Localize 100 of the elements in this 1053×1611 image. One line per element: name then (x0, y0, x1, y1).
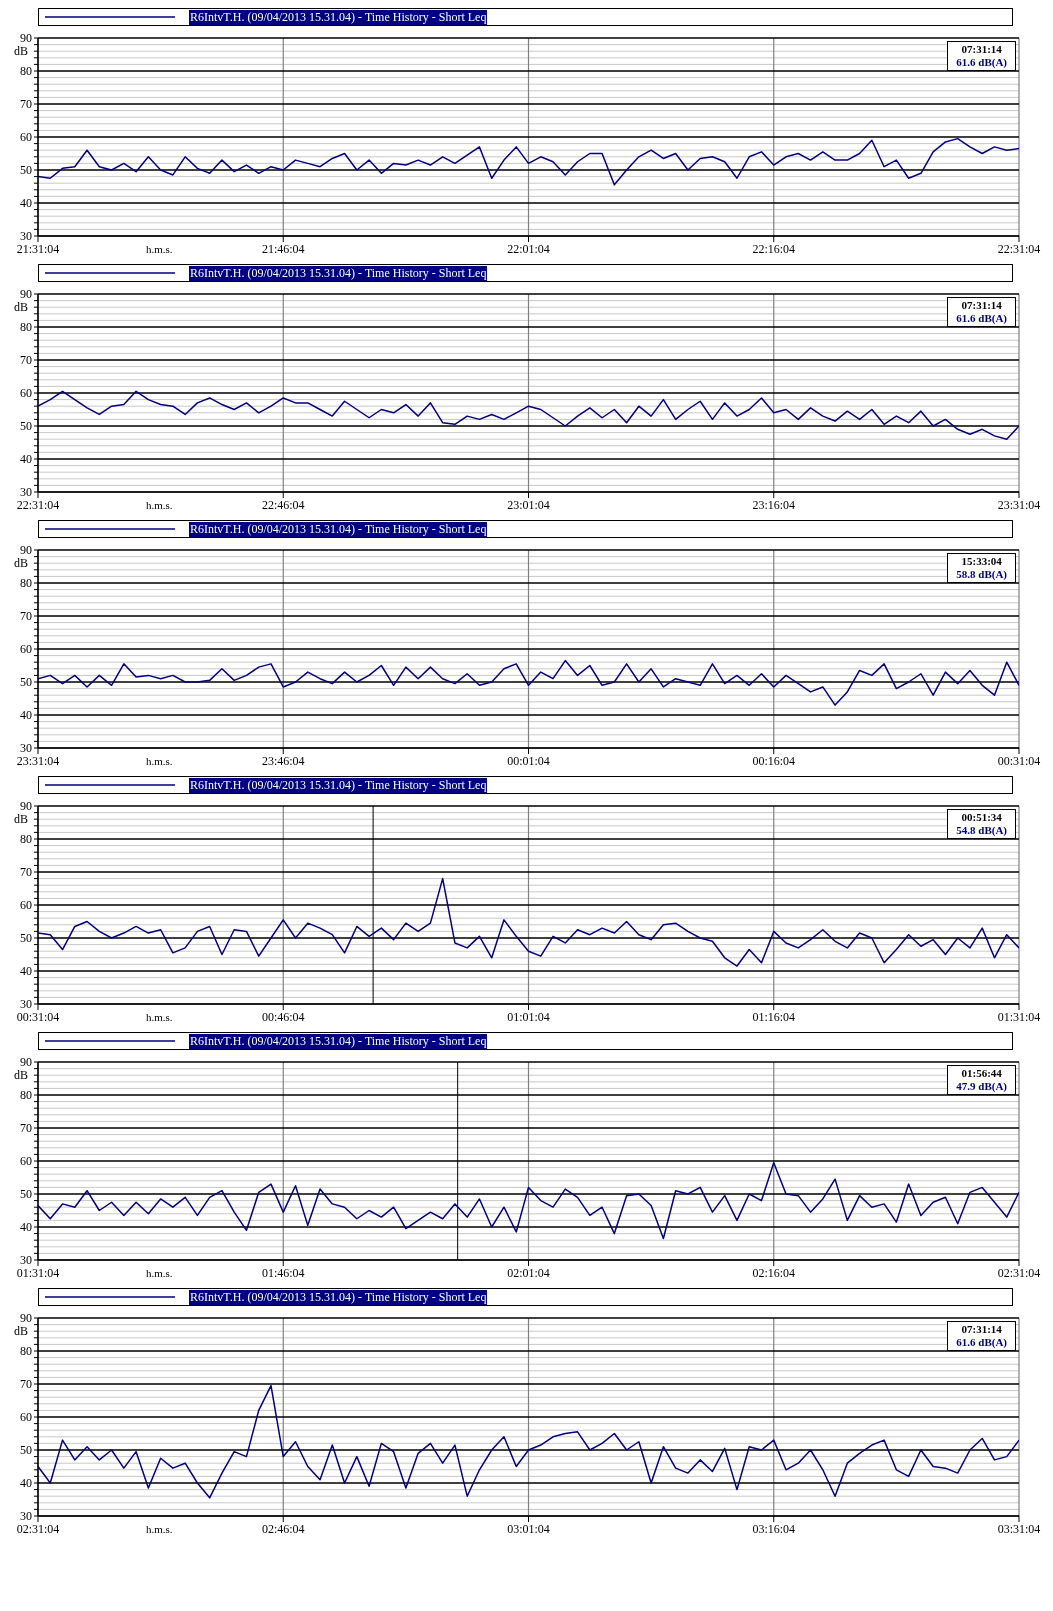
y-tick-label: 90 (20, 799, 32, 814)
x-tick-label: 23:01:04 (507, 497, 550, 512)
annotation: 61.6 dB(A) (956, 1336, 1007, 1349)
y-tick-label: 60 (20, 898, 32, 913)
y-tick-label: 50 (20, 1443, 32, 1458)
x-tick-label: 02:31:04 (997, 1265, 1041, 1280)
x-tick-label: 22:31:04 (997, 241, 1041, 256)
x-tick-label: 01:46:04 (261, 1265, 305, 1280)
x-axis-title: h.m.s. (145, 1267, 173, 1279)
x-axis-title: h.m.s. (145, 1523, 173, 1535)
y-tick-label: 70 (20, 1121, 32, 1136)
y-axis-title: dB (14, 556, 29, 571)
x-tick-label: 00:16:04 (752, 753, 796, 768)
annotation: 61.6 dB(A) (956, 312, 1007, 325)
y-axis-title: dB (14, 1324, 29, 1339)
x-tick-label: 23:31:04 (16, 753, 60, 768)
x-tick-label: 00:01:04 (507, 753, 550, 768)
y-tick-label: 90 (20, 543, 32, 558)
y-tick-label: 60 (20, 1154, 32, 1169)
x-tick-label: 22:31:04 (16, 497, 60, 512)
x-tick-label: 02:01:04 (507, 1265, 550, 1280)
annotation: 47.9 dB(A) (956, 1080, 1007, 1093)
y-tick-label: 80 (20, 320, 32, 335)
y-tick-label: 50 (20, 931, 32, 946)
y-tick-label: 40 (20, 708, 32, 723)
y-tick-label: 70 (20, 1377, 32, 1392)
y-tick-label: 40 (20, 196, 32, 211)
y-tick-label: 60 (20, 642, 32, 657)
text: R6IntvT.H. (09/04/2013 15.31.04) - Time History - Short Leq (189, 9, 488, 25)
x-tick-label: 22:16:04 (752, 241, 796, 256)
y-tick-label: 30 (20, 1509, 32, 1524)
y-axis-title: dB (14, 1068, 29, 1083)
x-axis-title: h.m.s. (145, 499, 173, 511)
y-tick-label: 70 (20, 353, 32, 368)
y-tick-label: 70 (20, 865, 32, 880)
y-axis-title: dB (14, 812, 29, 827)
y-tick-label: 30 (20, 485, 32, 500)
x-tick-label: 23:46:04 (261, 753, 305, 768)
y-tick-label: 80 (20, 832, 32, 847)
y-tick-label: 30 (20, 741, 32, 756)
x-tick-label: 03:01:04 (507, 1521, 550, 1536)
y-tick-label: 90 (20, 1055, 32, 1070)
annotation: 58.8 dB(A) (956, 568, 1007, 581)
x-axis-title: h.m.s. (145, 243, 173, 255)
x-axis-title: h.m.s. (145, 755, 173, 767)
y-tick-label: 50 (20, 1187, 32, 1202)
x-tick-label: 22:46:04 (261, 497, 305, 512)
annotation: 07:31:14 (960, 299, 1003, 312)
y-tick-label: 40 (20, 1220, 32, 1235)
annotation: 01:56:44 (960, 1067, 1003, 1080)
annotation: 54.8 dB(A) (956, 824, 1007, 837)
y-tick-label: 60 (20, 130, 32, 145)
x-tick-label: 01:31:04 (997, 1009, 1041, 1024)
y-axis-title: dB (14, 44, 29, 59)
y-tick-label: 70 (20, 97, 32, 112)
y-tick-label: 80 (20, 1344, 32, 1359)
annotation: 07:31:14 (960, 43, 1003, 56)
x-tick-label: 00:31:04 (16, 1009, 60, 1024)
x-tick-label: 00:46:04 (261, 1009, 305, 1024)
y-tick-label: 80 (20, 576, 32, 591)
x-tick-label: 21:46:04 (261, 241, 305, 256)
x-tick-label: 03:31:04 (997, 1521, 1041, 1536)
y-tick-label: 40 (20, 964, 32, 979)
y-tick-label: 90 (20, 31, 32, 46)
y-tick-label: 40 (20, 1476, 32, 1491)
y-axis-title: dB (14, 300, 29, 315)
x-tick-label: 02:46:04 (261, 1521, 305, 1536)
y-tick-label: 30 (20, 997, 32, 1012)
y-tick-label: 90 (20, 1311, 32, 1326)
y-tick-label: 60 (20, 386, 32, 401)
annotation: 15:33:04 (960, 555, 1003, 568)
annotation: 00:51:34 (960, 811, 1003, 824)
x-tick-label: 02:31:04 (16, 1521, 60, 1536)
y-tick-label: 30 (20, 229, 32, 244)
y-tick-label: 60 (20, 1410, 32, 1425)
x-tick-label: 01:16:04 (752, 1009, 796, 1024)
x-tick-label: 02:16:04 (752, 1265, 796, 1280)
annotation: 61.6 dB(A) (956, 56, 1007, 69)
text: R6IntvT.H. (09/04/2013 15.31.04) - Time History - Short Leq (189, 1289, 488, 1305)
x-tick-label: 01:01:04 (507, 1009, 550, 1024)
x-tick-label: 22:01:04 (507, 241, 550, 256)
text: R6IntvT.H. (09/04/2013 15.31.04) - Time History - Short Leq (189, 1033, 488, 1049)
y-tick-label: 80 (20, 1088, 32, 1103)
y-tick-label: 80 (20, 64, 32, 79)
y-tick-label: 50 (20, 163, 32, 178)
y-tick-label: 50 (20, 419, 32, 434)
x-tick-label: 00:31:04 (997, 753, 1041, 768)
y-tick-label: 70 (20, 609, 32, 624)
x-tick-label: 01:31:04 (16, 1265, 60, 1280)
x-axis-title: h.m.s. (145, 1011, 173, 1023)
x-tick-label: 03:16:04 (752, 1521, 796, 1536)
x-tick-label: 23:16:04 (752, 497, 796, 512)
y-tick-label: 40 (20, 452, 32, 467)
y-tick-label: 50 (20, 675, 32, 690)
y-tick-label: 30 (20, 1253, 32, 1268)
y-tick-label: 90 (20, 287, 32, 302)
text: R6IntvT.H. (09/04/2013 15.31.04) - Time History - Short Leq (189, 777, 488, 793)
x-tick-label: 21:31:04 (16, 241, 60, 256)
annotation: 07:31:14 (960, 1323, 1003, 1336)
text: R6IntvT.H. (09/04/2013 15.31.04) - Time History - Short Leq (189, 265, 488, 281)
